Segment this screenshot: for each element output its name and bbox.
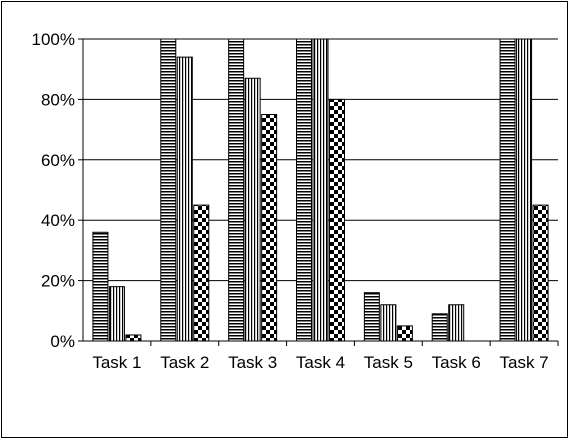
bar-task-7-series-1 xyxy=(499,38,516,342)
axes xyxy=(78,38,559,346)
y-tick-label: 20% xyxy=(41,272,75,291)
bar-task-5-series-3 xyxy=(396,325,413,342)
bar-task-3-series-2 xyxy=(244,77,261,342)
bar-task-2-series-2 xyxy=(176,56,193,342)
bar-chart: 0%20%40%60%80%100% Task 1 Task 2 Task 3 Tas… xyxy=(32,30,559,372)
bars xyxy=(92,38,549,342)
bar-task-1-series-1 xyxy=(92,231,109,342)
x-tick-label: Task 4 xyxy=(296,353,345,372)
bar-task-4-series-1 xyxy=(296,38,312,342)
bar-task-4-series-3 xyxy=(329,98,345,342)
bar-task-1-series-3 xyxy=(125,334,142,342)
bar-task-4-series-2 xyxy=(312,38,329,342)
x-tick-label: Task 6 xyxy=(432,353,481,372)
bar-task-6-series-1 xyxy=(431,313,448,342)
bar-task-2-series-3 xyxy=(193,204,210,342)
y-tick-label: 100% xyxy=(32,30,75,49)
x-tick-label: Task 7 xyxy=(500,353,549,372)
x-tick-label: Task 1 xyxy=(92,353,141,372)
bar-task-5-series-2 xyxy=(380,304,397,342)
bar-task-7-series-3 xyxy=(532,204,549,342)
y-tick-label: 0% xyxy=(50,332,75,351)
y-tick-label: 40% xyxy=(41,211,75,230)
bar-task-7-series-2 xyxy=(516,38,533,342)
y-tick-labels: 0% 20% 40% 60% 80% 100% xyxy=(32,30,75,351)
bar-task-6-series-2 xyxy=(448,304,465,342)
x-tick-labels: Task 1 Task 2 Task 3 Task 4 Task 5 Task 6 Task… xyxy=(92,353,548,372)
bar-task-1-series-2 xyxy=(108,286,125,342)
bar-task-3-series-3 xyxy=(261,114,278,342)
bar-task-3-series-1 xyxy=(228,38,245,342)
x-tick-label: Task 3 xyxy=(228,353,277,372)
y-tick-label: 60% xyxy=(41,151,75,170)
x-tick-label: Task 2 xyxy=(160,353,209,372)
bar-task-5-series-1 xyxy=(363,292,380,342)
x-tick-label: Task 5 xyxy=(364,353,413,372)
bar-task-2-series-1 xyxy=(160,38,177,342)
y-tick-label: 80% xyxy=(41,90,75,109)
